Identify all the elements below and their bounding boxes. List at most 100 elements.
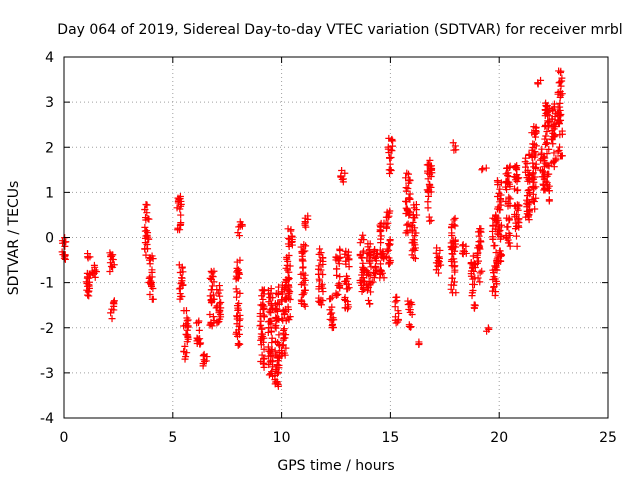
- data-point: [268, 334, 276, 342]
- axis-ticks: 0 5 10 15 20 25 -4 -3 -2 -1 0 1 2 3 4: [40, 50, 617, 446]
- data-point: [403, 205, 411, 213]
- x-tick-label: 15: [381, 430, 399, 446]
- data-point: [542, 177, 550, 185]
- data-point: [427, 173, 435, 181]
- data-point: [432, 259, 440, 267]
- data-point: [385, 254, 393, 262]
- data-point: [511, 185, 519, 193]
- data-point: [411, 232, 419, 240]
- y-tick-label: 0: [45, 231, 54, 247]
- y-tick-label: -1: [40, 276, 54, 292]
- data-point: [236, 256, 244, 264]
- data-point: [547, 159, 555, 167]
- data-point: [469, 252, 477, 260]
- data-point: [513, 242, 521, 250]
- data-point: [287, 238, 295, 246]
- data-point: [364, 284, 372, 292]
- data-point: [148, 252, 156, 260]
- data-point: [543, 172, 551, 180]
- data-point: [476, 278, 484, 286]
- data-point: [272, 365, 280, 373]
- data-point: [267, 357, 275, 365]
- data-point: [280, 326, 288, 334]
- data-point: [197, 339, 205, 347]
- data-point: [259, 305, 267, 313]
- data-point: [542, 132, 550, 140]
- data-point: [316, 299, 324, 307]
- y-tick-label: 3: [45, 95, 54, 111]
- data-point: [233, 288, 241, 296]
- data-point: [552, 154, 560, 162]
- data-point: [383, 223, 391, 231]
- data-point: [274, 380, 282, 388]
- data-point: [406, 308, 414, 316]
- data-point: [434, 254, 442, 262]
- data-point: [285, 274, 293, 282]
- data-point: [84, 291, 92, 299]
- data-point: [496, 206, 504, 214]
- data-point: [543, 102, 551, 110]
- data-point: [478, 166, 486, 174]
- data-point: [462, 242, 470, 250]
- data-point: [216, 286, 224, 294]
- data-point: [288, 233, 296, 241]
- data-point: [496, 185, 504, 193]
- data-point: [538, 145, 546, 153]
- data-point: [493, 280, 501, 288]
- data-point: [469, 263, 477, 271]
- data-point: [279, 341, 287, 349]
- data-point: [557, 152, 565, 160]
- data-point: [315, 294, 323, 302]
- data-point: [149, 284, 157, 292]
- data-point: [490, 283, 498, 291]
- data-point: [497, 201, 505, 209]
- data-point: [209, 313, 217, 321]
- data-point: [284, 234, 292, 242]
- data-point: [180, 348, 188, 356]
- data-point: [91, 273, 99, 281]
- data-point: [287, 226, 295, 234]
- data-point: [280, 325, 288, 333]
- data-point: [301, 218, 309, 226]
- data-point: [328, 293, 336, 301]
- data-point: [366, 249, 374, 257]
- data-point: [493, 255, 501, 263]
- data-point: [366, 257, 374, 265]
- data-point: [529, 159, 537, 167]
- data-point: [90, 261, 98, 269]
- data-point: [173, 204, 181, 212]
- data-point: [408, 251, 416, 259]
- data-point: [233, 264, 241, 272]
- data-point: [471, 304, 479, 312]
- data-point: [386, 237, 394, 245]
- data-point: [184, 323, 192, 331]
- data-point: [476, 269, 484, 277]
- data-point: [260, 334, 268, 342]
- data-point: [234, 229, 242, 237]
- data-point: [298, 257, 306, 265]
- data-point: [208, 282, 216, 290]
- data-point: [477, 237, 485, 245]
- data-point: [258, 286, 266, 294]
- data-point: [505, 229, 513, 237]
- data-point: [301, 271, 309, 279]
- data-point: [386, 160, 394, 168]
- data-point: [528, 153, 536, 161]
- data-point: [359, 285, 367, 293]
- data-point: [265, 324, 273, 332]
- data-point: [473, 249, 481, 257]
- data-point: [548, 127, 556, 135]
- data-point: [554, 117, 562, 125]
- data-point: [451, 142, 459, 150]
- x-tick-label: 20: [490, 430, 508, 446]
- data-point: [177, 280, 185, 288]
- data-point: [528, 195, 536, 203]
- data-point: [195, 317, 203, 325]
- data-point: [404, 297, 412, 305]
- data-point: [556, 111, 564, 119]
- data-point: [503, 186, 511, 194]
- data-point: [451, 214, 459, 222]
- data-point: [514, 215, 522, 223]
- data-point: [318, 284, 326, 292]
- data-point: [179, 268, 187, 276]
